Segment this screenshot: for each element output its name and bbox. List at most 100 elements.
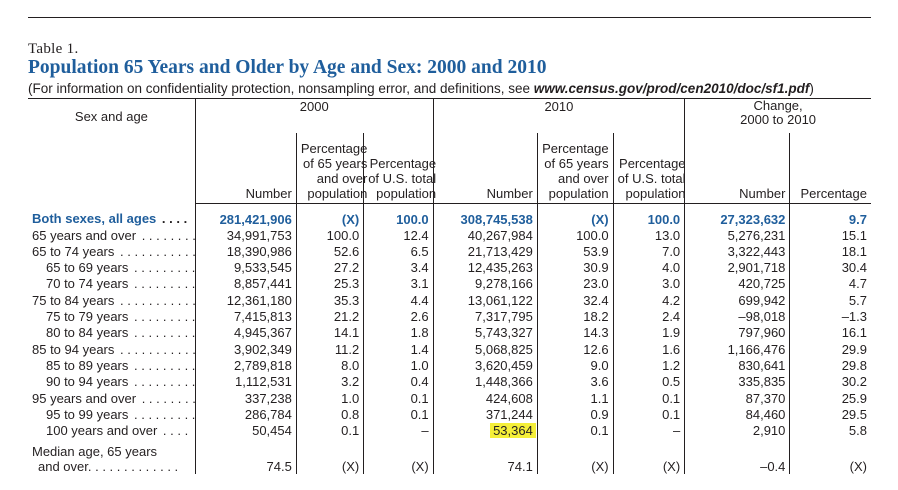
table-row: 65 to 74 years . . . . . . . . . . . . 1… bbox=[28, 243, 871, 259]
leader-dots: . . . . . . . . . . bbox=[134, 357, 196, 373]
cell-change-number: 420,725 bbox=[684, 275, 790, 291]
cell-pct65-2010: 18.2 bbox=[536, 308, 614, 324]
subtitle-url[interactable]: www.census.gov/prod/cen2010/doc/sf1.pdf bbox=[533, 81, 810, 96]
row-label-text: 95 years and over bbox=[32, 390, 139, 406]
header-group-change: Change, 2000 to 2010 bbox=[684, 98, 871, 133]
cell-number-2010: 9,278,166 bbox=[432, 275, 538, 291]
population-table: Sex and age 2000 2010 Change, 2000 to 20… bbox=[28, 98, 871, 474]
cell-pct65-2010: 100.0 bbox=[536, 227, 614, 243]
row-label: 95 to 99 years . . . . . . . . . . bbox=[28, 406, 195, 422]
leader-dots: . . . . . . . . . . . . bbox=[116, 292, 196, 308]
leader-dots: . . . . . . . . . . bbox=[141, 390, 196, 406]
leader-dots: . . . . . . . . . . . . bbox=[116, 341, 196, 357]
cell-number-2010: 74.1 bbox=[432, 438, 538, 474]
row-label: 65 to 69 years . . . . . . . . . . bbox=[28, 259, 195, 275]
cell-change-number: 5,276,231 bbox=[684, 227, 790, 243]
cell-change-percentage: 25.9 bbox=[789, 389, 871, 406]
cell-number-2000: 1,112,531 bbox=[194, 373, 297, 389]
row-label: 85 to 89 years . . . . . . . . . . bbox=[28, 357, 195, 373]
cell-pctus-2010: 2.4 bbox=[612, 308, 685, 324]
cell-number-2010: 5,743,327 bbox=[432, 324, 538, 340]
header-sex-and-age: Sex and age bbox=[28, 98, 196, 204]
subtitle-prefix: (For information on confidentiality prot… bbox=[28, 81, 534, 96]
cell-pct65-2000: 35.3 bbox=[295, 291, 364, 308]
leader-dots: . . . . . . . . . . bbox=[134, 275, 196, 291]
table-row: 80 to 84 years . . . . . . . . . . 4,945… bbox=[28, 324, 871, 340]
cell-number-2000: 4,945,367 bbox=[194, 324, 297, 340]
header-pctus-2010: Percentage of U.S. total population bbox=[612, 133, 686, 204]
leader-dots: . . . . . . . . . . bbox=[134, 406, 196, 422]
cell-change-number: 830,641 bbox=[684, 357, 790, 373]
cell-change-percentage: 5.7 bbox=[789, 291, 871, 308]
subtitle-suffix: ) bbox=[809, 81, 814, 96]
header-pctus-line2: of U.S. total bbox=[368, 171, 437, 186]
cell-number-2000: 286,784 bbox=[194, 406, 297, 422]
cell-change-percentage: 16.1 bbox=[789, 324, 871, 340]
header-pct65-line4: population bbox=[548, 186, 609, 201]
cell-pct65-2010: (X) bbox=[536, 438, 614, 474]
cell-pct65-2000: 0.8 bbox=[295, 406, 364, 422]
cell-number-2010: 3,620,459 bbox=[432, 357, 538, 373]
leader-dots: . . . . bbox=[159, 422, 189, 438]
header-pct65-2010: Percentage of 65 years and over population bbox=[536, 133, 614, 204]
header-pct65-line2: of 65 years bbox=[303, 156, 368, 171]
row-label-line2: and over bbox=[38, 459, 88, 474]
cell-change-number: 84,460 bbox=[684, 406, 790, 422]
row-label: Both sexes, all ages . . . . bbox=[28, 204, 195, 228]
header-number-2000: Number bbox=[194, 133, 297, 204]
cell-pctus-2010: 1.2 bbox=[612, 357, 685, 373]
cell-pctus-2000: 3.4 bbox=[363, 259, 434, 275]
header-pctus-2000: Percentage of U.S. total population bbox=[363, 133, 437, 204]
cell-pctus-2000: 1.4 bbox=[363, 340, 434, 357]
cell-change-percentage: 18.1 bbox=[789, 243, 871, 259]
cell-pctus-2000: 6.5 bbox=[363, 243, 434, 259]
cell-pct65-2000: 21.2 bbox=[295, 308, 364, 324]
row-label-text: 65 years and over bbox=[32, 227, 139, 243]
table-row: 100 years and over . . . . 50,454 0.1 – … bbox=[28, 422, 871, 438]
table-row: 65 to 69 years . . . . . . . . . . 9,533… bbox=[28, 259, 871, 275]
cell-number-2000: 34,991,753 bbox=[194, 227, 297, 243]
row-label-text: 65 to 74 years bbox=[32, 243, 117, 259]
row-label: 75 to 79 years . . . . . . . . . . bbox=[28, 308, 195, 324]
cell-pct65-2010: 23.0 bbox=[536, 275, 614, 291]
row-label-text: 80 to 84 years bbox=[46, 324, 131, 340]
table-row: 95 to 99 years . . . . . . . . . . 286,7… bbox=[28, 406, 871, 422]
cell-number-2010: 13,061,122 bbox=[432, 291, 538, 308]
header-pctus-line3: population bbox=[376, 186, 437, 201]
row-label-text: 95 to 99 years bbox=[46, 406, 131, 422]
cell-change-percentage: 29.5 bbox=[789, 406, 871, 422]
cell-pctus-2010: 7.0 bbox=[612, 243, 685, 259]
cell-pctus-2010: 0.1 bbox=[612, 389, 685, 406]
cell-change-number: –0.4 bbox=[684, 438, 790, 474]
leader-dots: . . . . . . . . . . bbox=[134, 373, 196, 389]
table-row: 65 years and over . . . . . . . . . 34,9… bbox=[28, 227, 871, 243]
header-group-2010: 2010 bbox=[432, 98, 685, 133]
cell-change-number: 3,322,443 bbox=[684, 243, 790, 259]
row-label: 75 to 84 years . . . . . . . . . . . . bbox=[28, 291, 195, 308]
cell-pct65-2000: 27.2 bbox=[295, 259, 364, 275]
header-pct65-line1: Percentage bbox=[542, 141, 609, 156]
cell-change-number: 335,835 bbox=[684, 373, 790, 389]
table-row: 75 to 79 years . . . . . . . . . . 7,415… bbox=[28, 308, 871, 324]
cell-change-number: 87,370 bbox=[684, 389, 790, 406]
cell-change-number: 27,323,632 bbox=[684, 203, 790, 227]
row-label: 100 years and over . . . . bbox=[28, 422, 195, 438]
cell-pctus-2000: – bbox=[363, 422, 434, 438]
cell-pctus-2010: 1.9 bbox=[612, 324, 685, 340]
leader-dots: . . . . . . . . . . bbox=[134, 259, 196, 275]
cell-number-2000: 18,390,986 bbox=[194, 243, 297, 259]
cell-pct65-2010: 53.9 bbox=[536, 243, 614, 259]
cell-pctus-2000: 1.8 bbox=[363, 324, 434, 340]
cell-pct65-2000: 52.6 bbox=[295, 243, 364, 259]
cell-pct65-2010: (X) bbox=[536, 203, 614, 227]
cell-pctus-2000: 2.6 bbox=[363, 308, 434, 324]
header-change-number: Number bbox=[684, 133, 790, 204]
row-label-text: 85 to 89 years bbox=[46, 357, 131, 373]
cell-pctus-2000: 3.1 bbox=[363, 275, 434, 291]
cell-change-percentage: –1.3 bbox=[789, 308, 871, 324]
row-label: 65 years and over . . . . . . . . . bbox=[28, 227, 195, 243]
cell-pct65-2000: (X) bbox=[295, 203, 364, 227]
header-pct65-line3: and over bbox=[558, 171, 609, 186]
cell-change-number: 2,901,718 bbox=[684, 259, 790, 275]
cell-number-2000: 12,361,180 bbox=[194, 291, 297, 308]
